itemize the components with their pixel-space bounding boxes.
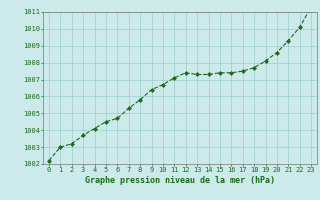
X-axis label: Graphe pression niveau de la mer (hPa): Graphe pression niveau de la mer (hPa) [85,176,275,185]
